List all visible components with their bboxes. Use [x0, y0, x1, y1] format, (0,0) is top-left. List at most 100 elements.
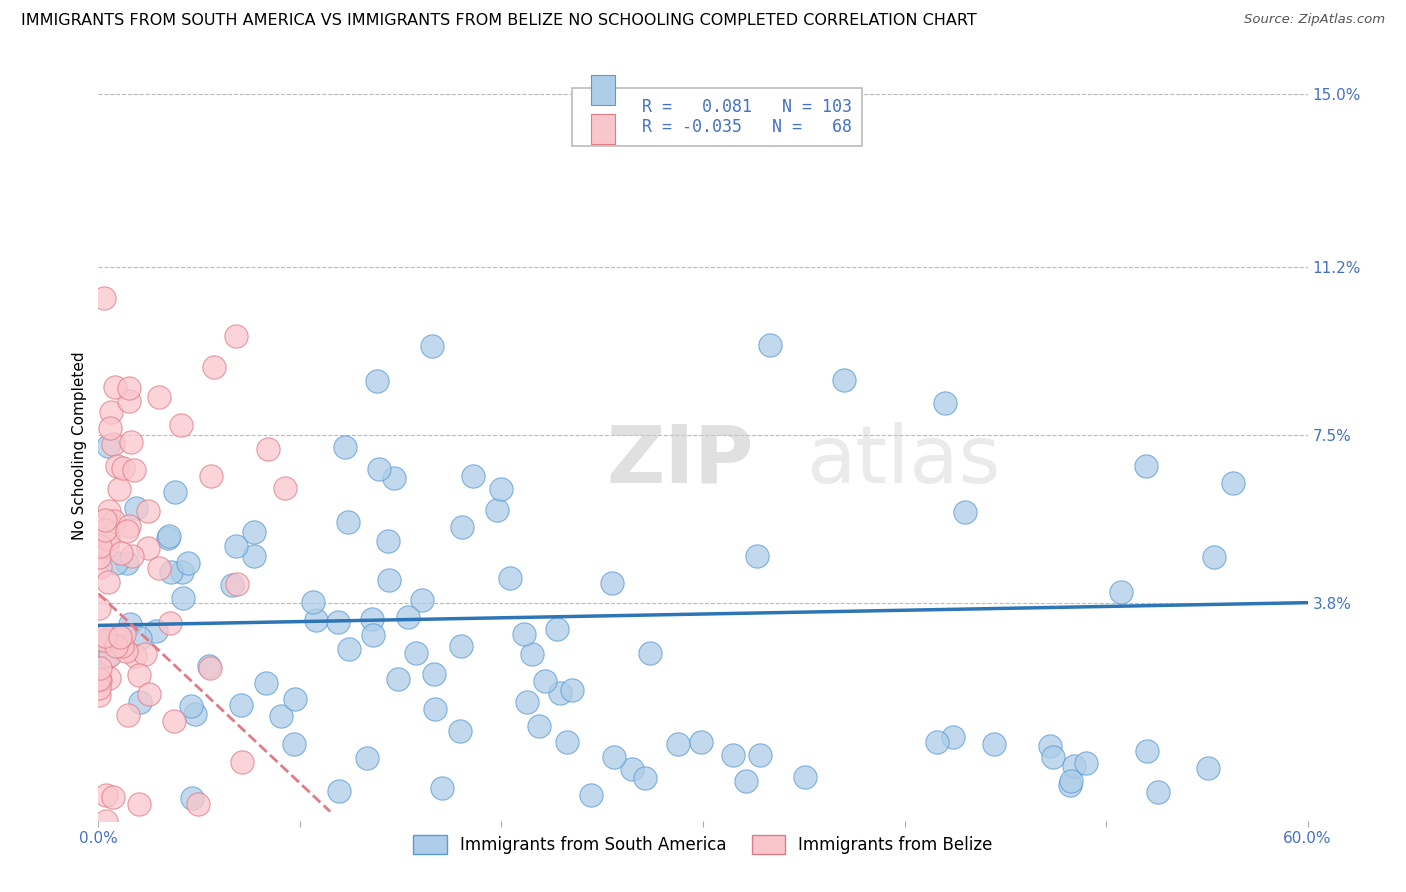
Point	[180, 698, 202, 713]
Point	[115, 524, 138, 538]
Point	[337, 642, 360, 657]
Point	[1060, 774, 1083, 789]
Point	[561, 682, 583, 697]
Point	[89, 550, 111, 565]
Y-axis label: No Schooling Completed: No Schooling Completed	[72, 351, 87, 541]
Point	[382, 470, 405, 484]
Point	[411, 592, 433, 607]
Point	[128, 667, 150, 681]
Point	[110, 546, 132, 560]
Point	[172, 591, 194, 605]
Point	[198, 661, 221, 675]
Point	[124, 648, 146, 663]
Point	[423, 667, 446, 681]
Point	[520, 648, 543, 662]
Point	[449, 723, 471, 738]
Point	[128, 797, 150, 812]
Point	[579, 789, 602, 803]
Text: ZIP: ZIP	[606, 422, 754, 500]
Point	[499, 571, 522, 585]
Point	[638, 646, 661, 660]
Point	[138, 541, 160, 555]
Point	[953, 505, 976, 519]
Point	[335, 440, 357, 454]
Point	[183, 707, 205, 722]
Point	[360, 612, 382, 626]
Point	[231, 755, 253, 769]
Point	[557, 735, 579, 749]
Point	[283, 737, 305, 751]
Point	[103, 514, 125, 528]
Point	[366, 374, 388, 388]
Point	[1135, 459, 1157, 474]
Point	[89, 673, 111, 687]
Point	[89, 689, 111, 703]
Point	[93, 633, 115, 648]
Point	[136, 504, 159, 518]
Point	[927, 734, 949, 748]
Point	[432, 780, 454, 795]
Point	[243, 524, 266, 539]
Point	[284, 692, 307, 706]
Point	[221, 578, 243, 592]
Point	[112, 627, 135, 641]
Point	[120, 617, 142, 632]
Point	[98, 503, 121, 517]
Point	[422, 339, 444, 353]
Point	[117, 557, 139, 571]
Point	[105, 459, 128, 474]
Point	[1076, 756, 1098, 770]
Point	[97, 439, 120, 453]
Point	[328, 784, 350, 798]
Point	[159, 616, 181, 631]
Point	[89, 559, 111, 574]
Point	[1222, 475, 1244, 490]
Point	[461, 469, 484, 483]
Point	[96, 814, 118, 829]
Point	[600, 576, 623, 591]
Point	[98, 421, 121, 435]
Point	[387, 672, 409, 686]
Point	[89, 601, 111, 615]
Point	[934, 396, 956, 410]
Point	[96, 633, 118, 648]
Point	[723, 747, 745, 762]
Point	[122, 463, 145, 477]
Point	[89, 673, 111, 687]
Point	[148, 391, 170, 405]
Point	[270, 709, 292, 723]
Point	[302, 595, 325, 609]
Point	[134, 647, 156, 661]
Point	[450, 520, 472, 534]
Point	[527, 719, 550, 733]
Point	[94, 788, 117, 802]
Point	[450, 639, 472, 653]
Point	[94, 513, 117, 527]
FancyBboxPatch shape	[591, 114, 614, 144]
Point	[181, 791, 204, 805]
Point	[326, 615, 349, 629]
Point	[93, 292, 115, 306]
Point	[516, 695, 538, 709]
Point	[163, 484, 186, 499]
Point	[112, 460, 135, 475]
Point	[89, 661, 111, 675]
Point	[405, 646, 427, 660]
Point	[634, 771, 657, 785]
Point	[89, 540, 111, 554]
Point	[104, 380, 127, 394]
Point	[103, 790, 125, 805]
Point	[187, 797, 209, 811]
Point	[1147, 785, 1170, 799]
Point	[1109, 584, 1132, 599]
Point	[336, 515, 359, 529]
Point	[513, 626, 536, 640]
Point	[121, 549, 143, 563]
Point	[621, 762, 644, 776]
Point	[157, 531, 180, 545]
Point	[101, 436, 124, 450]
Point	[361, 628, 384, 642]
Point	[138, 687, 160, 701]
Text: IMMIGRANTS FROM SOUTH AMERICA VS IMMIGRANTS FROM BELIZE NO SCHOOLING COMPLETED C: IMMIGRANTS FROM SOUTH AMERICA VS IMMIGRA…	[21, 13, 977, 29]
Point	[128, 695, 150, 709]
